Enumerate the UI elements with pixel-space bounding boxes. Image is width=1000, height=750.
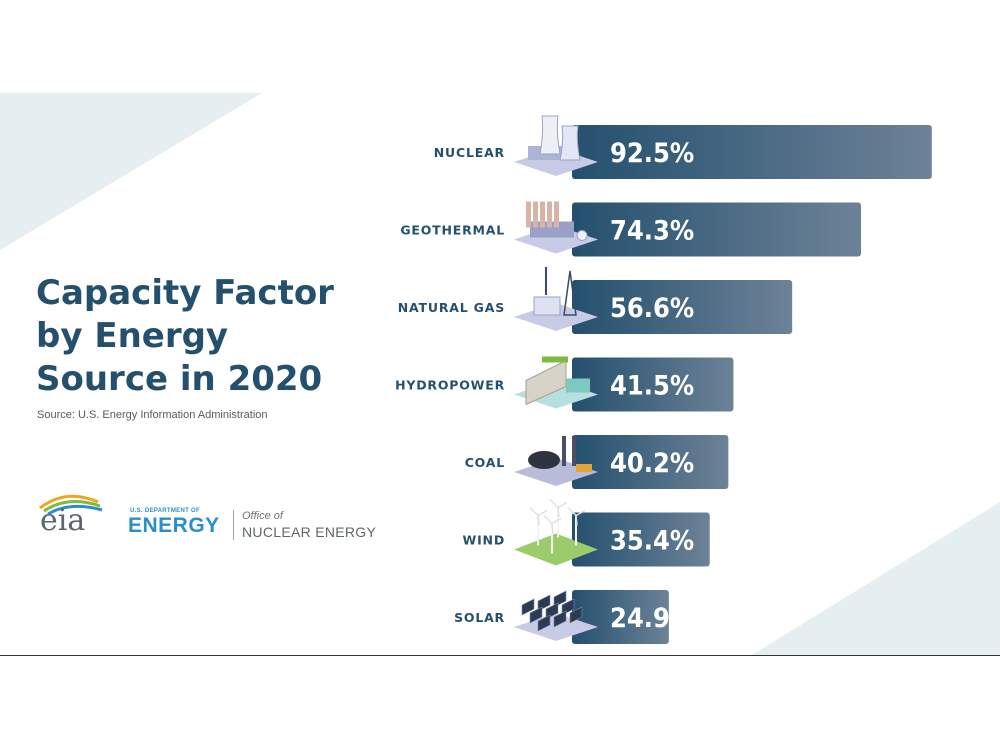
logo-divider	[233, 510, 234, 540]
bar-geothermal	[572, 202, 862, 257]
office-of-label: Office of	[242, 510, 283, 522]
bar-wind	[572, 512, 710, 567]
bottom-divider	[0, 655, 1000, 656]
bar-solar	[572, 590, 669, 644]
bar-chart: NUCLEAR 92.5% GEOTHERMAL 74.3% NATURAL GAS 56…	[395, 115, 932, 644]
solar-panels-icon	[514, 590, 598, 641]
value-label: 56.6%	[610, 293, 694, 324]
nuclear-energy-logo: NUCLEAR ENERGY	[242, 524, 377, 540]
background-shape-left	[0, 93, 262, 250]
natural-gas-plant-icon	[514, 267, 598, 331]
logo-strip: eia U.S. DEPARTMENT OF ENERGY Office of …	[36, 490, 396, 550]
bar-coal	[572, 435, 729, 489]
category-label: GEOTHERMAL	[400, 223, 505, 238]
category-label: SOLAR	[454, 610, 505, 625]
value-label: 92.5%	[610, 138, 694, 169]
value-label: 40.2%	[610, 448, 694, 479]
bar-nuclear	[572, 125, 932, 179]
category-label: WIND	[463, 533, 505, 548]
doe-logo-subtitle: U.S. DEPARTMENT OF	[130, 508, 200, 514]
bar-hydropower	[572, 357, 734, 412]
title-line-2: by Energy	[36, 316, 229, 356]
wind-turbines-icon	[514, 498, 598, 566]
category-label: NUCLEAR	[434, 145, 505, 160]
eia-logo: eia	[40, 503, 86, 538]
nuclear-plant-icon	[514, 115, 598, 176]
title-line-3: Source in 2020	[36, 359, 323, 399]
title-line-1: Capacity Factor	[36, 273, 334, 313]
doe-logo: ENERGY	[128, 514, 220, 537]
bar-natural-gas	[572, 280, 793, 334]
value-label: 24.9%	[610, 603, 694, 634]
hydropower-dam-icon	[514, 356, 598, 409]
category-label: COAL	[465, 455, 505, 470]
value-label: 41.5%	[610, 371, 694, 402]
background-shape-right	[752, 502, 1000, 655]
category-label: NATURAL GAS	[398, 300, 505, 315]
source-note: Source: U.S. Energy Information Administ…	[37, 409, 268, 421]
page-title: Capacity Factor by Energy Source in 2020	[36, 272, 376, 401]
eia-swoosh-icon	[39, 494, 103, 514]
coal-mine-icon	[514, 436, 598, 486]
value-label: 74.3%	[610, 216, 694, 247]
value-label: 35.4%	[610, 526, 694, 557]
category-label: HYDROPOWER	[395, 378, 505, 393]
geothermal-plant-icon	[514, 201, 598, 254]
